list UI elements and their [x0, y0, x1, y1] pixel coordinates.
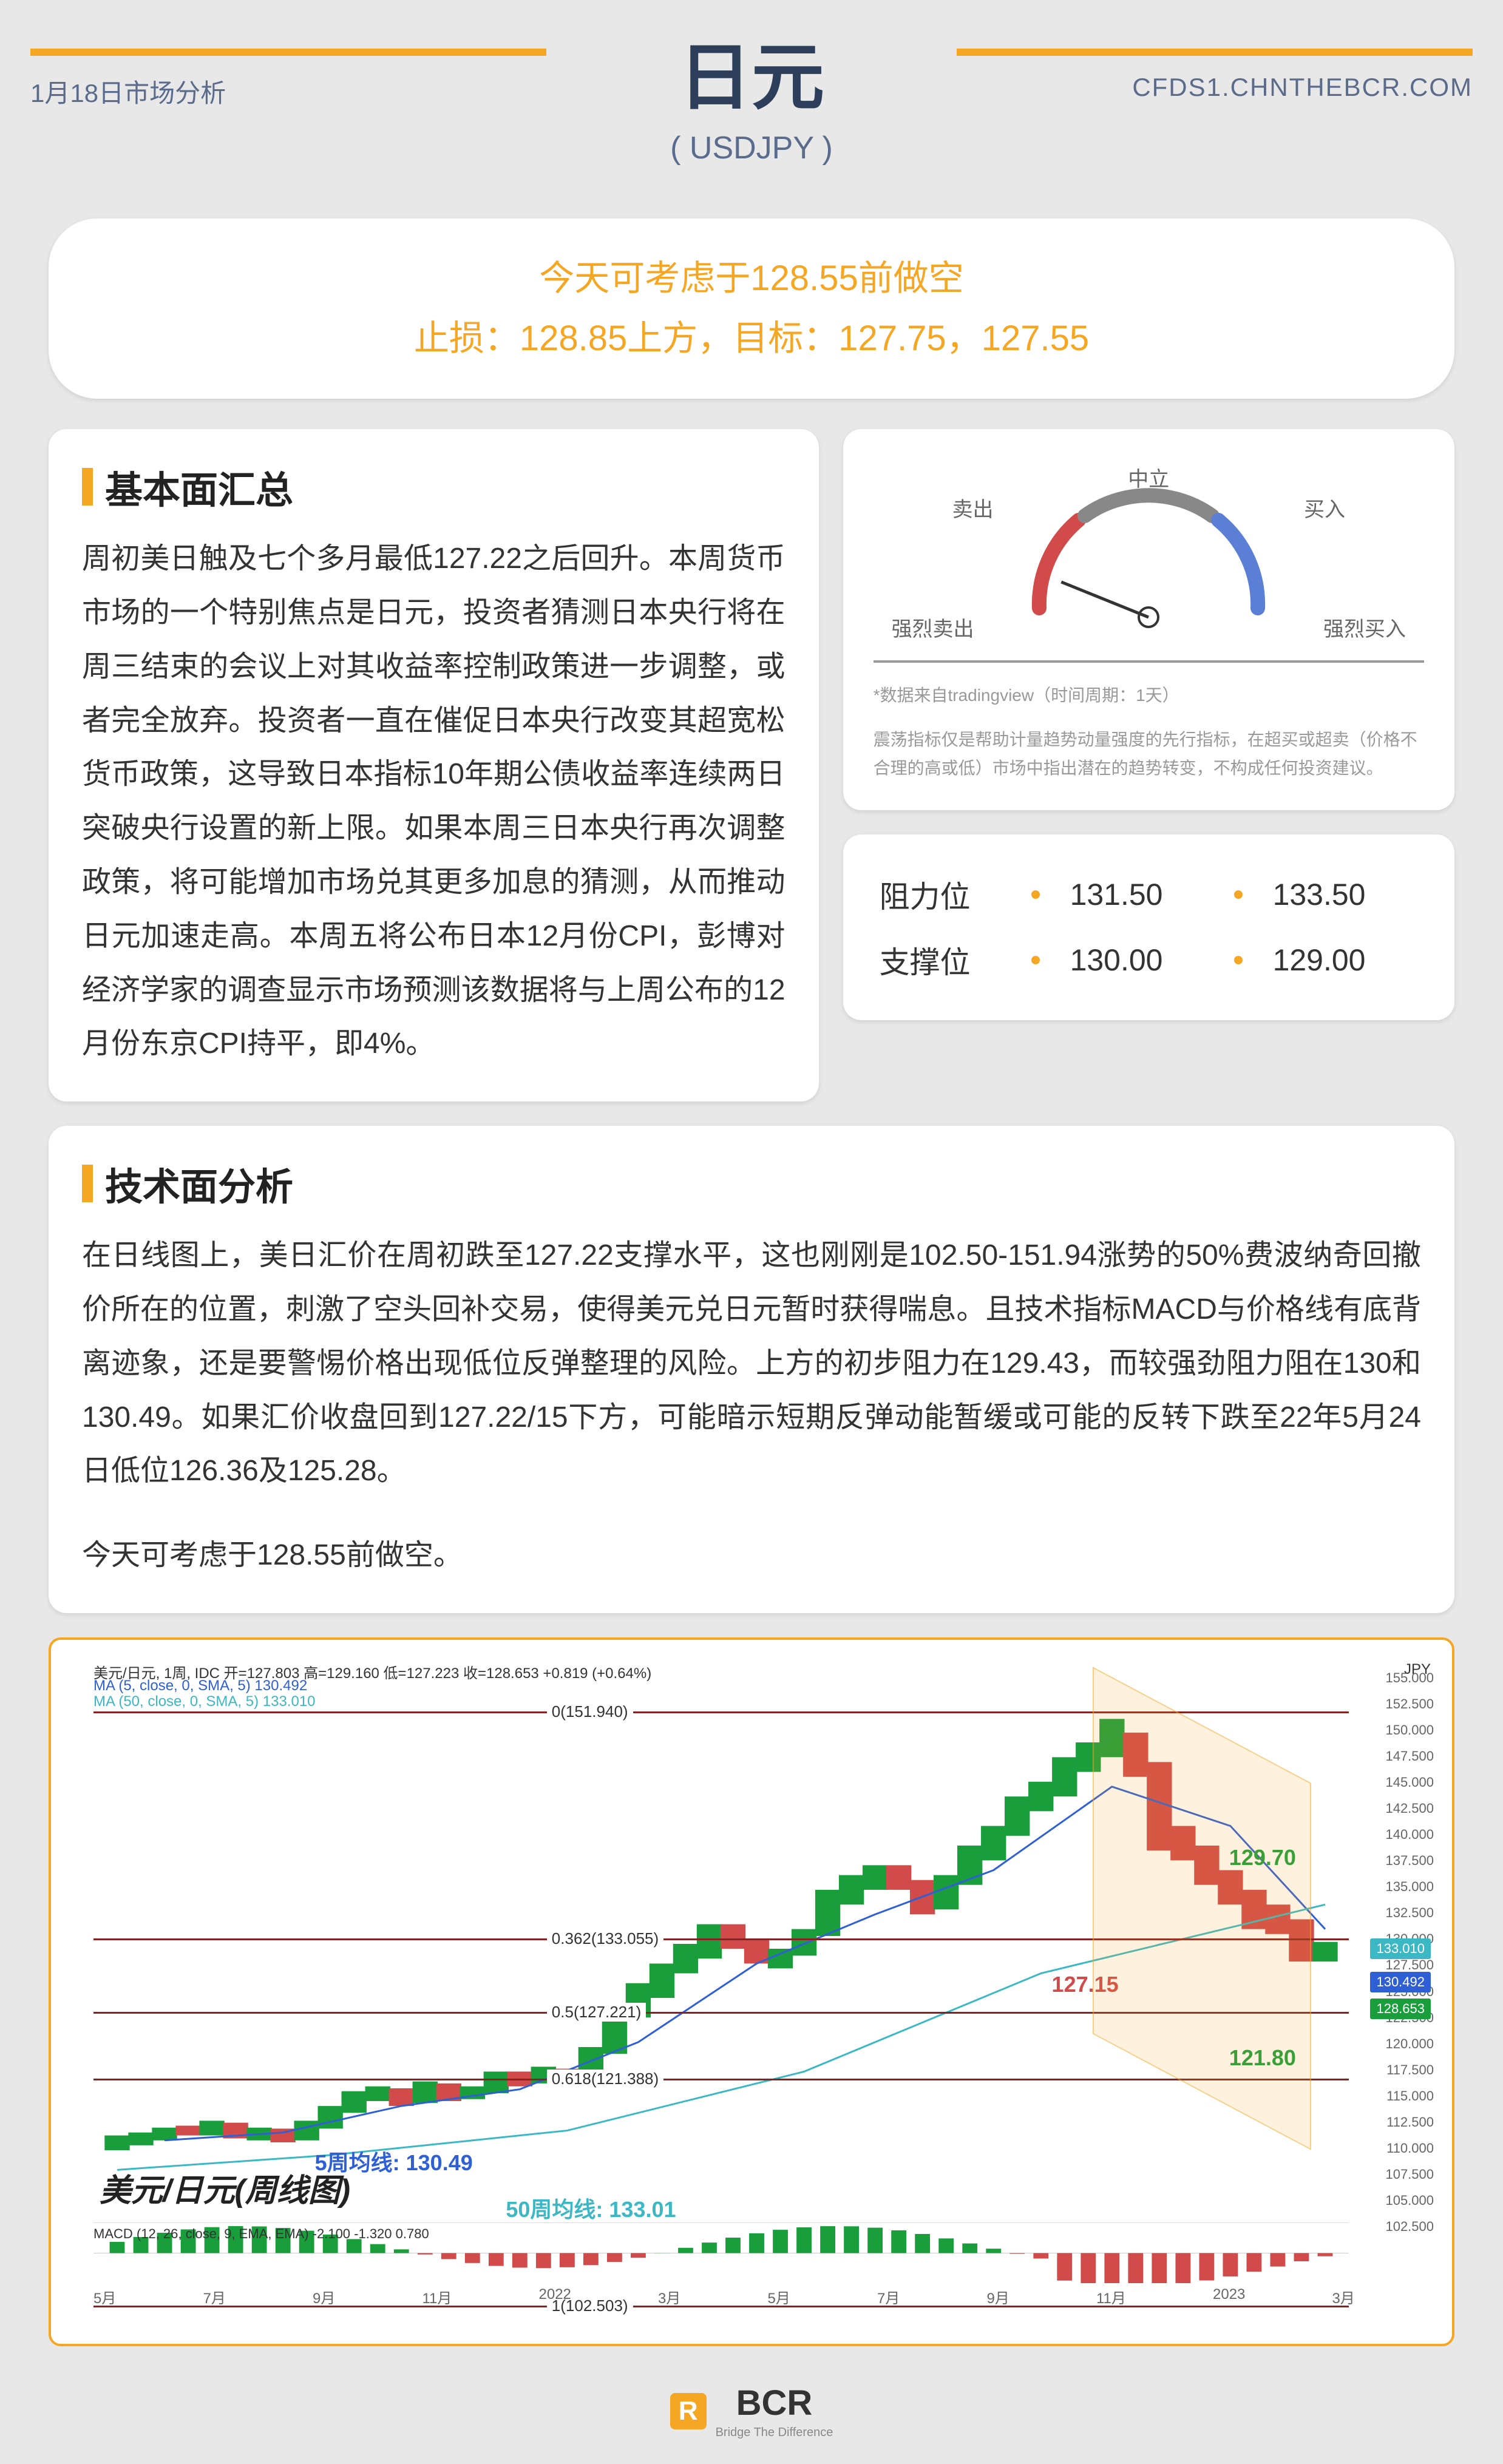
xaxis-tick: 5月 [93, 2286, 116, 2307]
levels-panel: 阻力位 131.50 133.50 支撑位 130.00 129.00 [843, 834, 1454, 1020]
technical-panel: 技术面分析 在日线图上，美日汇价在周初跌至127.22支撑水平，这也刚刚是102… [49, 1126, 1454, 1613]
support-1: 130.00 [1070, 943, 1204, 978]
yaxis-tick: 127.500 [1361, 1957, 1434, 1973]
gauge-disclaimer: 震荡指标仅是帮助计量趋势动量强度的先行指标，在超买或超卖（价格不合理的高或低）市… [874, 725, 1424, 783]
yaxis-tick: 117.500 [1361, 2062, 1434, 2078]
strategy-line2: 止损：128.85上方，目标：127.75，127.55 [85, 309, 1418, 369]
main-title: 日元 [670, 18, 833, 124]
xaxis-tick: 11月 [422, 2286, 452, 2307]
yaxis-tick: 110.000 [1361, 2141, 1434, 2156]
yaxis-tick: 147.500 [1361, 1748, 1434, 1764]
gauge-chart: 强烈卖出 卖出 中立 买入 强烈买入 [874, 456, 1424, 663]
date-label: 1月18日市场分析 [30, 73, 226, 110]
dot-icon [1031, 890, 1040, 899]
footer: R BCR Bridge The Difference [30, 2383, 1473, 2440]
support-row: 支撑位 130.00 129.00 [880, 927, 1418, 993]
gauge-source: *数据来自tradingview（时间周期：1天） [874, 681, 1424, 710]
subtitle: ( USDJPY ) [670, 130, 833, 166]
xaxis-tick: 7月 [877, 2286, 900, 2307]
support-label: 支撑位 [880, 938, 1001, 982]
yaxis-tick: 115.000 [1361, 2088, 1434, 2104]
xaxis-tick: 2022 [539, 2286, 571, 2307]
fib-line [93, 2079, 1349, 2080]
xaxis-tick: 5月 [768, 2286, 790, 2307]
yaxis-tick: 137.500 [1361, 1853, 1434, 1869]
xaxis-tick: 3月 [1332, 2286, 1355, 2307]
fundamental-body: 周初美日触及七个多月最低127.22之后回升。本周货币市场的一个特别焦点是日元，… [82, 532, 785, 1071]
strategy-line1: 今天可考虑于128.55前做空 [85, 249, 1418, 309]
header: 1月18日市场分析 CFDS1.CHNTHEBCR.COM 日元 ( USDJP… [30, 36, 1473, 158]
dot-icon [1234, 890, 1243, 899]
header-line-right [957, 49, 1473, 56]
yaxis-tick: 112.500 [1361, 2114, 1434, 2130]
yaxis-tick: 135.000 [1361, 1879, 1434, 1895]
yaxis-tick: 142.500 [1361, 1801, 1434, 1816]
price-box: 128.653 [1370, 1999, 1431, 2019]
chart-xaxis: 5月 7月 9月 11月 2022 3月 5月 7月 9月 11月 2023 3月 [93, 2286, 1355, 2307]
dot-icon [1031, 956, 1040, 964]
fib-label: 0.618(121.388) [547, 2070, 663, 2088]
macd-area: MACD (12, 26, close, 9, EMA, EMA) -2.100… [93, 2222, 1349, 2283]
resistance-row: 阻力位 131.50 133.50 [880, 862, 1418, 927]
yaxis-tick: 155.000 [1361, 1670, 1434, 1686]
price-box: 130.492 [1370, 1972, 1431, 1992]
yaxis-tick: 145.000 [1361, 1775, 1434, 1790]
chart-title: 美元/日元(周线图) [100, 2165, 350, 2210]
price-chart: 美元/日元, 1周, IDC 开=127.803 高=129.160 低=127… [69, 1658, 1434, 2326]
resistance-2: 133.50 [1273, 877, 1406, 912]
footer-brand: BCR [716, 2383, 833, 2423]
gauge-strong-sell: 强烈卖出 [892, 612, 974, 642]
header-line-left [30, 49, 546, 56]
yaxis-tick: 120.000 [1361, 2036, 1434, 2052]
xaxis-tick: 9月 [313, 2286, 335, 2307]
gauge-panel: 强烈卖出 卖出 中立 买入 强烈买入 *数据来自tradingview（时间周期… [843, 429, 1454, 810]
title-block: 日元 ( USDJPY ) [670, 18, 833, 166]
fundamental-panel: 基本面汇总 周初美日触及七个多月最低127.22之后回升。本周货币市场的一个特别… [49, 429, 819, 1102]
xaxis-tick: 9月 [986, 2286, 1009, 2307]
fib-label: 0(151.940) [547, 1702, 633, 1721]
xaxis-tick: 11月 [1096, 2286, 1126, 2307]
chart-annotation: 50周均线: 133.01 [506, 2192, 676, 2224]
gauge-neutral: 中立 [1128, 462, 1169, 492]
gauge-strong-buy: 强烈买入 [1323, 612, 1406, 642]
footer-logo-icon: R [670, 2393, 707, 2429]
technical-body1: 在日线图上，美日汇价在周初跌至127.22支撑水平，这也刚刚是102.50-15… [82, 1229, 1421, 1498]
support-2: 129.00 [1273, 943, 1406, 978]
yaxis-tick: 152.500 [1361, 1696, 1434, 1712]
technical-title: 技术面分析 [82, 1156, 1421, 1211]
fundamental-title: 基本面汇总 [82, 459, 785, 514]
website-label: CFDS1.CHNTHEBCR.COM [1132, 73, 1473, 102]
xaxis-tick: 2023 [1213, 2286, 1245, 2307]
gauge-buy: 买入 [1304, 493, 1345, 523]
yaxis-tick: 105.000 [1361, 2193, 1434, 2208]
macd-info: MACD (12, 26, close, 9, EMA, EMA) -2.100… [93, 2226, 429, 2242]
price-box: 133.010 [1370, 1938, 1431, 1959]
gauge-sell: 卖出 [952, 493, 994, 523]
resistance-label: 阻力位 [880, 873, 1001, 916]
technical-body2: 今天可考虑于128.55前做空。 [82, 1529, 1421, 1583]
yaxis-tick: 132.500 [1361, 1905, 1434, 1921]
fib-label: 0.362(133.055) [547, 1929, 663, 1948]
strategy-box: 今天可考虑于128.55前做空 止损：128.85上方，目标：127.75，12… [49, 218, 1454, 399]
xaxis-tick: 3月 [658, 2286, 680, 2307]
fib-label: 0.5(127.221) [547, 2003, 646, 2022]
yaxis-tick: 140.000 [1361, 1827, 1434, 1843]
yaxis-tick: 102.500 [1361, 2219, 1434, 2235]
yaxis-tick: 107.500 [1361, 2167, 1434, 2182]
chart-container: 美元/日元, 1周, IDC 开=127.803 高=129.160 低=127… [49, 1637, 1454, 2346]
footer-tagline: Bridge The Difference [716, 2426, 833, 2440]
yaxis-tick: 150.000 [1361, 1722, 1434, 1738]
resistance-1: 131.50 [1070, 877, 1204, 912]
xaxis-tick: 7月 [203, 2286, 225, 2307]
dot-icon [1234, 956, 1243, 964]
